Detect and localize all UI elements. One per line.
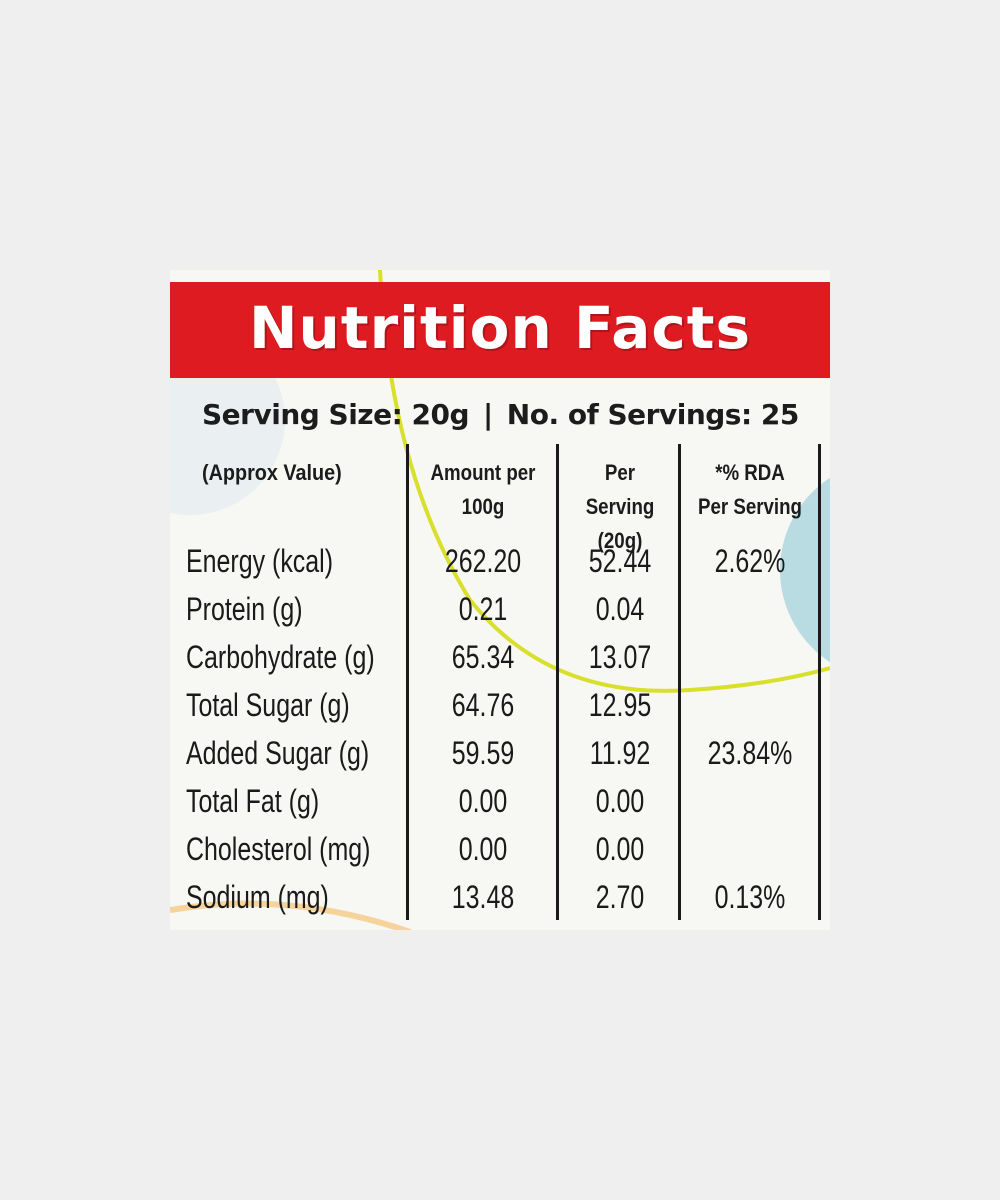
nutrient-row-protein: Protein (g) 0.21 0.04 xyxy=(170,586,830,634)
nutrient-name: Cholesterol (mg) xyxy=(186,831,371,867)
header-per-serving: Per Serving (20g) xyxy=(568,456,672,558)
header-banner: Nutrition Facts xyxy=(170,282,830,378)
rda-line2: Per Serving xyxy=(698,494,802,519)
amount-per-serving: 11.92 xyxy=(589,735,651,771)
nutrient-row-energy: Energy (kcal) 262.20 52.44 2.62% xyxy=(170,538,830,586)
label-title: Nutrition Facts xyxy=(249,294,751,362)
amount-per-serving: 0.04 xyxy=(595,591,645,627)
amount-per-serving: 12.95 xyxy=(588,687,652,723)
nutrient-row-sodium: Sodium (mg) 13.48 2.70 0.13% xyxy=(170,874,830,922)
amount-per-serving: 2.70 xyxy=(595,879,645,915)
servings-count: No. of Servings: 25 xyxy=(506,398,800,431)
approx-value-text: (Approx Value) xyxy=(202,460,342,485)
nutrient-name: Energy (kcal) xyxy=(186,543,334,579)
header-amount-per-100g: Amount per 100g xyxy=(419,456,547,524)
nutrient-row-cholesterol: Cholesterol (mg) 0.00 0.00 xyxy=(170,826,830,874)
rda-percent: 2.62% xyxy=(714,543,786,579)
column-divider-3 xyxy=(678,444,681,920)
rda-percent xyxy=(697,778,803,826)
serving-size: Serving Size: 20g xyxy=(202,398,470,431)
perserving-line1: Per Serving xyxy=(585,460,655,519)
amount-per-100g: 65.34 xyxy=(451,639,515,675)
amount-per-100g: 0.00 xyxy=(458,831,508,867)
amount-per-100g: 59.59 xyxy=(451,735,515,771)
amount-per-100g: 64.76 xyxy=(451,687,515,723)
nutrient-name: Added Sugar (g) xyxy=(186,735,370,771)
column-divider-1 xyxy=(406,444,409,920)
rda-line1: *% RDA xyxy=(715,460,785,485)
serving-info: Serving Size: 20g | No. of Servings: 25 xyxy=(202,398,799,431)
rda-percent: 23.84% xyxy=(707,735,793,771)
nutrient-name: Protein (g) xyxy=(186,591,303,627)
nutrient-name: Total Fat (g) xyxy=(186,783,320,819)
nutrient-row-total-sugar: Total Sugar (g) 64.76 12.95 xyxy=(170,682,830,730)
nutrition-label: Nutrition Facts Serving Size: 20g | No. of… xyxy=(170,270,830,930)
per100-line1: Amount per xyxy=(430,460,536,485)
amount-per-serving: 0.00 xyxy=(595,783,645,819)
nutrient-row-total-fat: Total Fat (g) 0.00 0.00 xyxy=(170,778,830,826)
serving-separator: | xyxy=(483,398,493,431)
rda-percent: 0.13% xyxy=(714,879,786,915)
amount-per-serving: 0.00 xyxy=(595,831,645,867)
amount-per-100g: 0.21 xyxy=(458,591,508,627)
amount-per-serving: 13.07 xyxy=(588,639,652,675)
nutrient-name: Carbohydrate (g) xyxy=(186,639,375,675)
column-divider-4 xyxy=(818,444,821,920)
per100-line2: 100g xyxy=(461,494,505,519)
column-divider-2 xyxy=(556,444,559,920)
amount-per-serving: 52.44 xyxy=(588,543,652,579)
amount-per-100g: 13.48 xyxy=(451,879,515,915)
rda-percent xyxy=(697,634,803,682)
nutrient-rows: Energy (kcal) 262.20 52.44 2.62% Protein… xyxy=(170,538,830,922)
nutrient-row-carbohydrate: Carbohydrate (g) 65.34 13.07 xyxy=(170,634,830,682)
amount-per-100g: 0.00 xyxy=(458,783,508,819)
nutrient-name: Sodium (mg) xyxy=(186,879,329,915)
perserving-line2: (20g) xyxy=(597,528,643,553)
header-approx-value: (Approx Value) xyxy=(202,456,400,490)
nutrient-name: Total Sugar (g) xyxy=(186,687,350,723)
header-rda: *% RDA Per Serving xyxy=(692,456,808,524)
nutrient-row-added-sugar: Added Sugar (g) 59.59 11.92 23.84% xyxy=(170,730,830,778)
rda-percent xyxy=(697,826,803,874)
rda-percent xyxy=(697,682,803,730)
rda-percent xyxy=(697,586,803,634)
amount-per-100g: 262.20 xyxy=(444,543,522,579)
